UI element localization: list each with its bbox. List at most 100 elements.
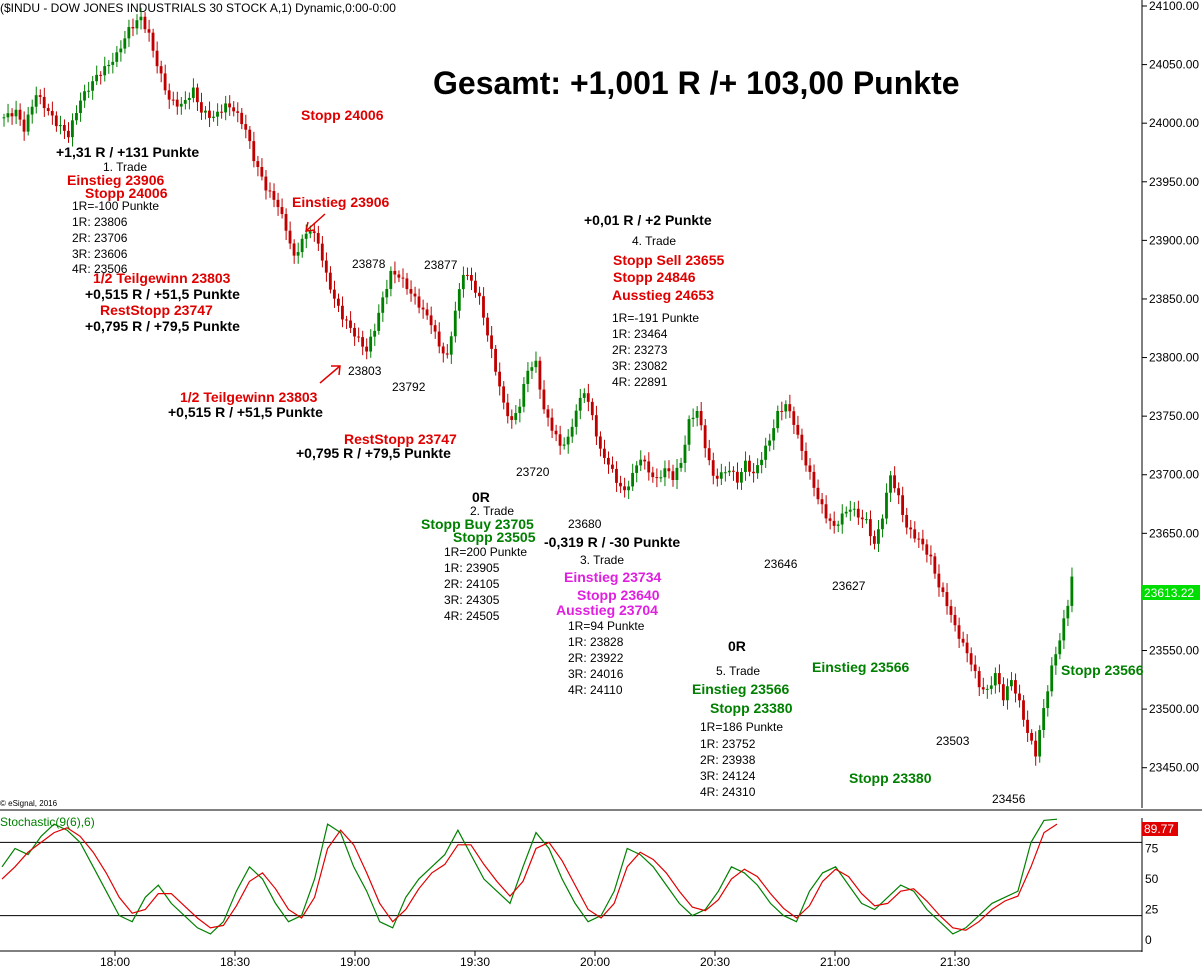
candle-body [893, 475, 896, 489]
candle-body [663, 468, 667, 478]
trade2-entry: Stopp Buy 23705 [421, 516, 534, 532]
candle-body [163, 73, 167, 91]
candle-body [14, 109, 18, 117]
candle-body [268, 190, 272, 192]
trade3-r2: 2R: 23922 [568, 651, 624, 665]
candle-body [38, 95, 42, 97]
chart-teilgewinn: 1/2 Teilgewinn 23803 [180, 389, 318, 405]
candle-body [345, 319, 348, 321]
trade2-result: 0R [472, 489, 490, 505]
price-tick-label: 24000.00 [1149, 116, 1199, 130]
candle-body [389, 270, 393, 289]
candle-body [6, 113, 10, 118]
summary-text: Gesamt: +1,001 R /+ 103,00 Punkte [433, 65, 960, 101]
candle-body [768, 440, 772, 446]
candle-body [671, 471, 675, 481]
candle-body [95, 74, 99, 82]
candle-body [324, 260, 328, 273]
price-tick-label: 23700.00 [1149, 468, 1199, 482]
candle-body [332, 289, 336, 299]
candle-body [957, 625, 961, 639]
price-label: 23803 [348, 364, 382, 378]
candle-body [997, 673, 1001, 685]
price-tick-label: 23500.00 [1149, 702, 1199, 716]
candle-body [377, 312, 381, 331]
candle-body [30, 106, 34, 115]
candle-body [881, 518, 884, 530]
candle-body [546, 409, 550, 418]
exit-arrow-icon [319, 365, 341, 384]
candle-body [929, 554, 933, 557]
candle-body [973, 664, 977, 672]
trade2-r1: 1R: 23905 [444, 561, 500, 575]
candle-body [1010, 680, 1013, 687]
chart-stopp-23566: Stopp 23566 [1061, 662, 1144, 678]
trade4-result: +0,01 R / +2 Punkte [584, 212, 712, 228]
price-tick-label: 23650.00 [1149, 526, 1199, 540]
stoch-d-line [1, 823, 1058, 931]
candle-body [828, 518, 832, 521]
candle-body [22, 119, 26, 132]
candle-body [655, 477, 659, 479]
candle-body [1058, 640, 1062, 655]
candle-body [703, 425, 707, 449]
candle-body [534, 360, 538, 368]
stoch-tick-label: 75 [1145, 842, 1159, 856]
trade3-result: -0,319 R / -30 Punkte [544, 534, 680, 550]
candle-body [46, 108, 50, 111]
candle-body [723, 472, 727, 474]
candle-body [413, 293, 417, 297]
candle-body [248, 129, 252, 142]
candle-body [619, 482, 622, 487]
candle-body [945, 592, 949, 607]
price-tick-label: 23550.00 [1149, 644, 1199, 658]
candle-body [659, 477, 663, 479]
candle-body [320, 243, 324, 261]
trade1-heading: 1. Trade [103, 160, 147, 174]
candle-body [602, 448, 606, 458]
candle-body [155, 50, 159, 67]
candle-body [1046, 691, 1050, 709]
candle-body [79, 100, 82, 114]
price-tick-label: 23950.00 [1149, 175, 1199, 189]
price-label: 23503 [936, 734, 970, 748]
candle-body [840, 513, 844, 525]
candle-body [727, 470, 731, 473]
candle-body [788, 404, 792, 412]
candle-body [296, 252, 300, 256]
candle-body [969, 653, 973, 665]
candle-body [1014, 680, 1017, 694]
trade5-r1: 1R: 23752 [700, 737, 756, 751]
candle-body [615, 468, 618, 483]
candle-body [824, 504, 828, 519]
candle-body [796, 424, 800, 435]
candle-body [397, 274, 401, 278]
trade4-r4: 4R: 22891 [612, 375, 668, 389]
candle-body [276, 199, 280, 208]
candle-body [469, 275, 473, 281]
candle-body [99, 74, 103, 76]
candle-body [490, 335, 493, 349]
copyright-text: © eSignal, 2016 [0, 799, 58, 808]
candle-body [1034, 740, 1038, 757]
entry-arrow-icon [305, 213, 326, 232]
candle-body [856, 508, 860, 518]
trade5-r4: 4R: 24310 [700, 785, 756, 799]
candle-body [780, 410, 784, 412]
candle-body [933, 556, 937, 574]
candle-body [111, 61, 115, 65]
candle-body [1054, 654, 1058, 666]
candle-body [715, 475, 719, 479]
stoch-tick-label: 0 [1145, 933, 1152, 947]
candle-body [357, 336, 360, 338]
candle-body [852, 508, 856, 510]
time-tick-label: 19:30 [460, 955, 490, 969]
candle-body [707, 448, 711, 461]
time-tick-label: 19:00 [340, 955, 370, 969]
candle-body [566, 436, 570, 445]
candle-body [510, 416, 514, 420]
candle-body [518, 406, 522, 414]
candle-body [913, 529, 917, 539]
trade1-partial-result: +0,515 R / +51,5 Punkte [85, 286, 240, 302]
trade4-risk: 1R=-191 Punkte [612, 311, 699, 325]
